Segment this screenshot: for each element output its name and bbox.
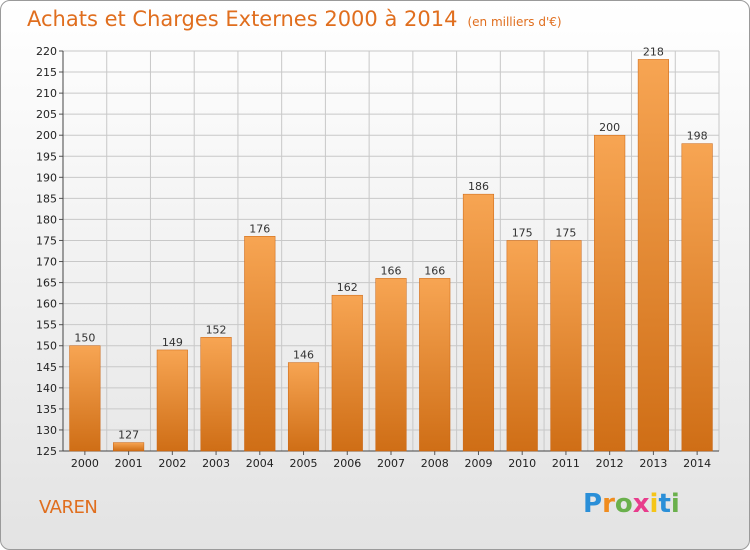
- y-tick-label: 165: [36, 277, 57, 290]
- value-label-2013: 218: [643, 45, 664, 58]
- y-tick-label: 200: [36, 129, 57, 142]
- x-tick-label-2002: 2002: [158, 457, 186, 470]
- value-label-2001: 127: [118, 429, 139, 442]
- x-tick-label-2006: 2006: [333, 457, 361, 470]
- bar-2000: [69, 345, 101, 452]
- bar-2006: [331, 294, 363, 452]
- logo-letter: r: [602, 489, 615, 519]
- x-tick-label-2001: 2001: [115, 457, 143, 470]
- logo-letter: x: [632, 489, 650, 519]
- logo-letter: i: [670, 489, 680, 519]
- bar-2008: [419, 278, 451, 452]
- value-label-2006: 162: [337, 281, 358, 294]
- x-tick-label-2004: 2004: [246, 457, 274, 470]
- chart-subtitle: (en milliers d'€): [467, 15, 562, 29]
- y-tick-label: 135: [36, 403, 57, 416]
- value-label-2004: 176: [249, 222, 270, 235]
- bar-2005: [287, 362, 320, 452]
- bar-2011: [550, 240, 582, 452]
- x-tick-label-2013: 2013: [639, 457, 667, 470]
- bar-2007: [375, 278, 407, 452]
- bar-2009: [462, 193, 495, 452]
- bar-2012: [594, 134, 626, 452]
- title-row: Achats et Charges Externes 2000 à 2014 (e…: [27, 7, 562, 31]
- value-label-2005: 146: [293, 349, 314, 362]
- logo-letter: i: [649, 489, 659, 519]
- y-tick-label: 160: [36, 298, 57, 311]
- x-tick-label-2005: 2005: [290, 457, 318, 470]
- y-tick-label: 140: [36, 382, 57, 395]
- value-label-2009: 186: [468, 180, 489, 193]
- logo-letter: o: [614, 489, 633, 519]
- bar-2001: [113, 442, 145, 452]
- y-tick-label: 150: [36, 340, 57, 353]
- bar-2002: [156, 349, 188, 452]
- value-label-2000: 150: [74, 332, 95, 345]
- x-tick-label-2003: 2003: [202, 457, 230, 470]
- y-tick-label: 190: [36, 171, 57, 184]
- y-tick-label: 145: [36, 361, 57, 374]
- chart-title: Achats et Charges Externes 2000 à 2014: [27, 7, 458, 31]
- place-name: VAREN: [39, 497, 98, 518]
- y-tick-label: 195: [36, 150, 57, 163]
- x-tick-label-2012: 2012: [596, 457, 624, 470]
- logo-letter: t: [658, 489, 671, 519]
- value-label-2011: 175: [555, 226, 576, 239]
- y-tick-label: 125: [36, 445, 57, 458]
- labels: 125 130 135 140 145 150 155 160 165 170 175 180 185 1…: [36, 45, 711, 470]
- logo-letter: P: [583, 489, 603, 519]
- bar-2013: [637, 59, 669, 452]
- x-tick-label-2007: 2007: [377, 457, 405, 470]
- value-label-2002: 149: [162, 336, 183, 349]
- y-tick-label: 130: [36, 424, 57, 437]
- x-tick-label-2011: 2011: [552, 457, 580, 470]
- proxiti-logo[interactable]: Proxiti: [583, 489, 680, 519]
- x-tick-label-2000: 2000: [71, 457, 99, 470]
- y-tick-label: 215: [36, 66, 57, 79]
- x-tick-label-2010: 2010: [508, 457, 536, 470]
- bars: [69, 59, 713, 452]
- y-tick-label: 205: [36, 108, 57, 121]
- y-tick-label: 170: [36, 256, 57, 269]
- y-tick-label: 210: [36, 87, 57, 100]
- value-label-2007: 166: [381, 264, 402, 277]
- y-tick-label: 175: [36, 234, 57, 247]
- value-label-2010: 175: [512, 226, 533, 239]
- value-label-2008: 166: [424, 264, 445, 277]
- x-tick-label-2014: 2014: [683, 457, 711, 470]
- bar-2004: [244, 236, 276, 452]
- value-label-2014: 198: [687, 130, 708, 143]
- y-tick-label: 180: [36, 213, 57, 226]
- x-tick-label-2009: 2009: [464, 457, 492, 470]
- bar-2010: [506, 240, 538, 452]
- bar-2014: [681, 143, 713, 452]
- x-tick-label-2008: 2008: [421, 457, 449, 470]
- value-label-2012: 200: [599, 121, 620, 134]
- y-tick-label: 220: [36, 45, 57, 58]
- value-label-2003: 152: [206, 323, 227, 336]
- bar-2003: [200, 337, 232, 452]
- y-tick-label: 155: [36, 319, 57, 332]
- y-tick-label: 185: [36, 192, 57, 205]
